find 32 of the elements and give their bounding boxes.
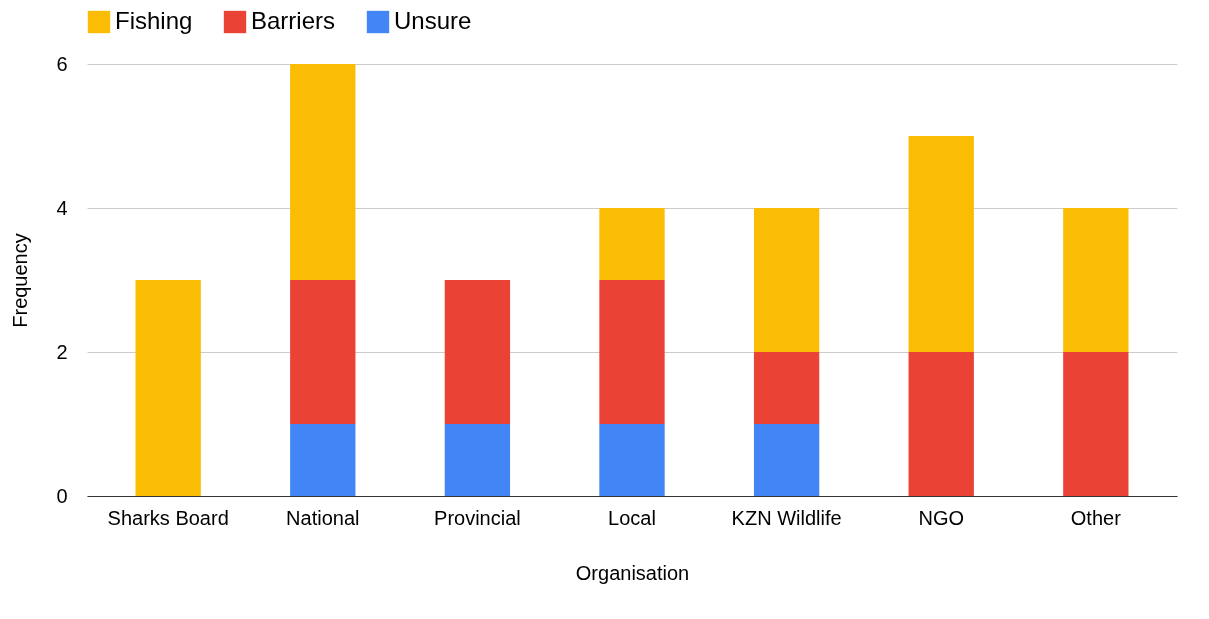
bar (444, 424, 511, 496)
bar (908, 352, 974, 496)
bar (753, 208, 820, 352)
bar (444, 280, 511, 424)
y-tick-label: 0 (56, 484, 68, 507)
x-tick-label: Local (608, 506, 656, 529)
bar (753, 352, 820, 424)
bar (290, 64, 356, 280)
bar (753, 424, 820, 496)
x-tick-label: NGO (918, 506, 964, 529)
bar (1063, 208, 1129, 352)
x-tick-label: KZN Wildlife (731, 506, 842, 529)
bar (599, 208, 665, 280)
bar (290, 280, 356, 424)
x-tick-label: Sharks Board (107, 506, 229, 529)
x-axis-title: Organisation (575, 561, 690, 584)
bar (908, 136, 974, 352)
y-tick-label: 4 (56, 196, 68, 219)
bar (1063, 352, 1129, 496)
y-tick-label: 6 (56, 52, 68, 75)
x-tick-label: Provincial (434, 506, 521, 529)
y-axis-title: Frequency (9, 233, 32, 328)
bar (599, 424, 665, 496)
y-tick-label: 2 (56, 340, 68, 363)
legend-label: Fishing (115, 7, 193, 34)
x-tick-label: National (286, 506, 360, 529)
legend-label: Barriers (251, 7, 336, 34)
bar (599, 280, 665, 424)
bar (290, 424, 356, 496)
legend-label: Unsure (394, 7, 472, 34)
bar (135, 280, 201, 496)
x-tick-label: Other (1070, 506, 1122, 529)
